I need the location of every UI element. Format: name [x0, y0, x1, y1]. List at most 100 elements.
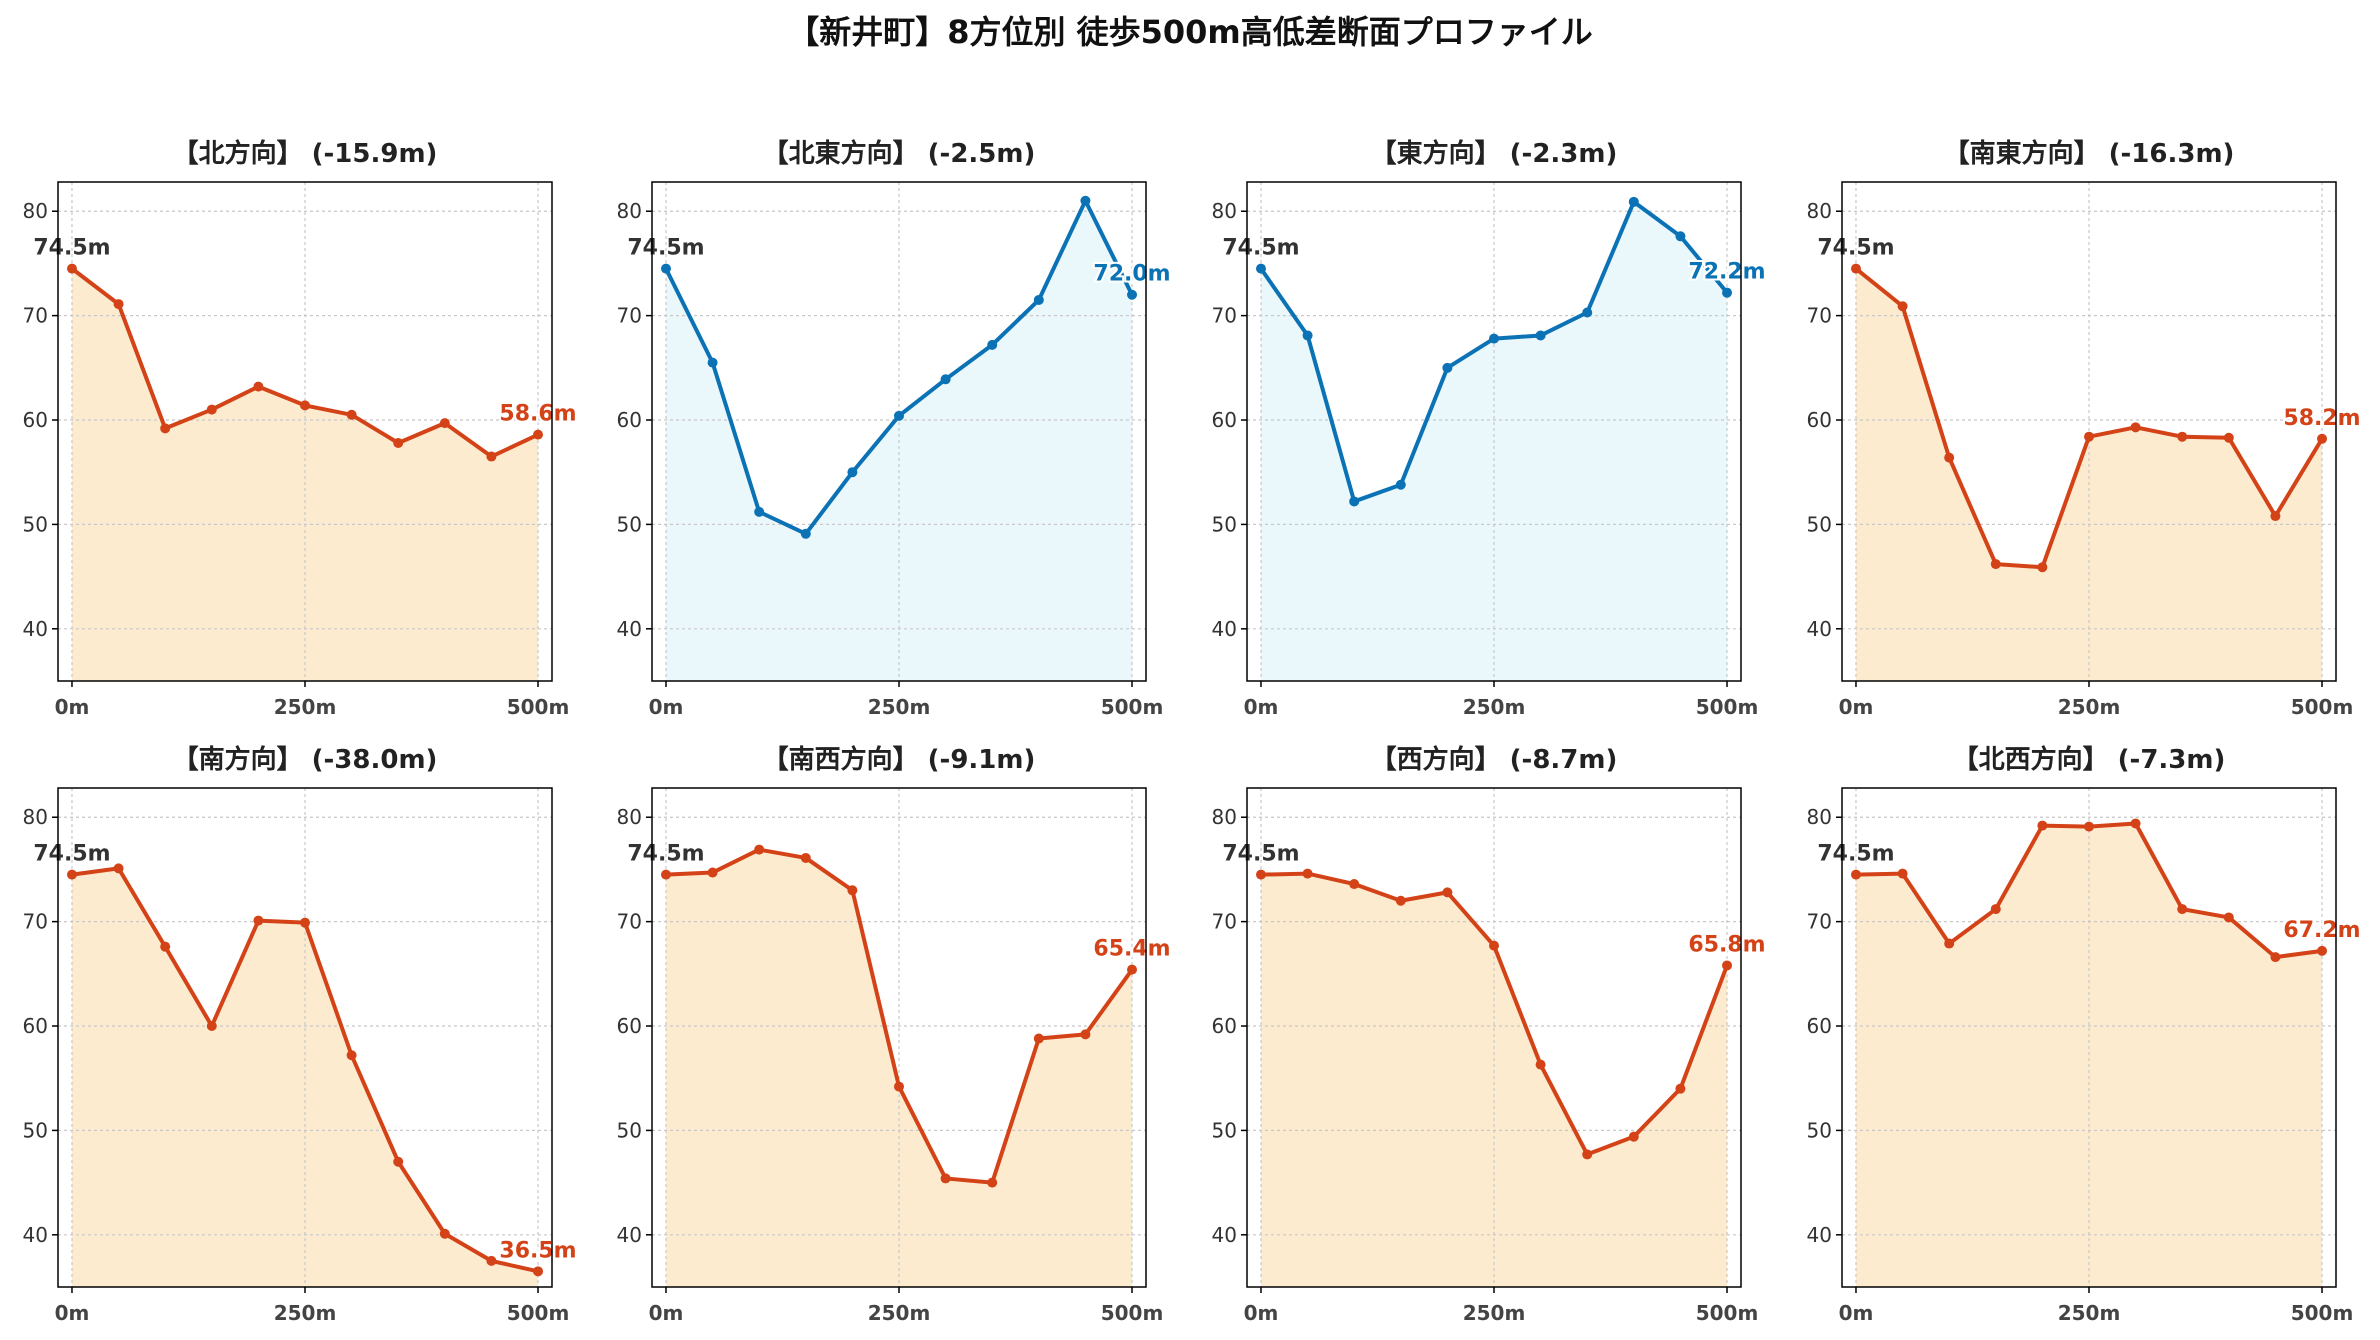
profile-point [2270, 952, 2281, 963]
panel-frame [651, 787, 1147, 1288]
profile-point [1675, 231, 1686, 242]
profile-point [300, 400, 310, 411]
y-tick-label: 50 [617, 512, 642, 536]
profile-point [533, 1266, 544, 1277]
profile-point [113, 863, 124, 874]
profile-point [987, 339, 998, 350]
y-tick-label: 40 [617, 617, 642, 641]
profile-point [1127, 964, 1138, 975]
profile-panel: 【西方向】 (-8.7m) 40 50 60 70 80 0m 250m 500m 74.5m 65… [1212, 744, 1768, 1325]
profile-point [940, 374, 951, 385]
y-tick-label: 80 [23, 805, 48, 829]
profile-point [1850, 869, 1861, 880]
x-tick-label: 250m [274, 695, 337, 719]
profile-point [707, 357, 718, 368]
profile-panel: 【南西方向】 (-9.1m) 40 50 60 70 80 0m 250m 500m 74.5m 6… [617, 744, 1173, 1325]
profile-point [253, 381, 264, 392]
y-tick-label: 50 [1807, 512, 1832, 536]
y-tick-label: 50 [1212, 512, 1237, 536]
x-tick-label: 500m [507, 695, 570, 719]
start-elevation-label: 74.5m [33, 236, 110, 261]
profile-point [66, 869, 77, 880]
y-tick-label: 50 [617, 1118, 642, 1142]
profile-point [1944, 452, 1955, 463]
profile-point [66, 263, 77, 274]
profile-point [300, 917, 310, 928]
profile-point [160, 423, 171, 434]
profile-point [1255, 263, 1266, 274]
y-tick-label: 50 [23, 1118, 48, 1142]
profile-point [754, 506, 765, 517]
panel-title: 【北東方向】 (-2.5m) [763, 138, 1036, 169]
profile-point [1535, 1059, 1546, 1070]
panel-frame [57, 181, 553, 682]
end-elevation-label: 72.0m [1093, 262, 1170, 287]
x-tick-label: 250m [1463, 695, 1526, 719]
y-tick-label: 80 [617, 199, 642, 223]
profile-point [2177, 431, 2188, 442]
y-tick-label: 70 [1212, 910, 1237, 934]
profile-point [1442, 362, 1453, 373]
profile-point [894, 1081, 904, 1092]
profile-point [2130, 422, 2141, 433]
profile-point [940, 1173, 951, 1184]
y-tick-label: 80 [1807, 199, 1832, 223]
profile-point [707, 867, 718, 878]
y-tick-label: 60 [23, 1014, 48, 1038]
x-tick-label: 0m [649, 695, 684, 719]
profile-area [1855, 268, 2323, 681]
profile-point [1080, 195, 1091, 206]
panel-title: 【南東方向】 (-16.3m) [1944, 138, 2235, 169]
profile-area [665, 849, 1133, 1287]
profile-point [1722, 960, 1733, 971]
profile-point [1722, 287, 1733, 298]
profile-point [1302, 330, 1313, 341]
panel-frame [1841, 181, 2337, 682]
profile-point [1395, 895, 1406, 906]
profile-point [1628, 196, 1639, 207]
profile-point [1349, 496, 1360, 507]
profile-point [1349, 879, 1360, 890]
end-elevation-label: 65.4m [1093, 937, 1170, 962]
profile-area [1855, 823, 2323, 1287]
y-tick-label: 60 [1212, 1014, 1237, 1038]
y-tick-label: 40 [617, 1223, 642, 1247]
profile-point [1080, 1029, 1091, 1040]
profile-point [253, 915, 264, 926]
x-tick-label: 500m [2291, 695, 2354, 719]
y-tick-label: 80 [1212, 199, 1237, 223]
profile-point [206, 404, 217, 415]
panel-frame [1246, 181, 1742, 682]
y-tick-label: 70 [617, 304, 642, 328]
y-tick-label: 50 [1212, 1118, 1237, 1142]
profile-point [2223, 432, 2234, 443]
y-tick-label: 70 [1807, 304, 1832, 328]
profile-point [1442, 887, 1453, 898]
y-tick-label: 60 [1807, 408, 1832, 432]
end-elevation-label: 58.6m [499, 402, 576, 427]
x-tick-label: 500m [1696, 695, 1759, 719]
end-elevation-label: 72.2m [1688, 260, 1765, 285]
y-tick-label: 50 [1807, 1118, 1832, 1142]
y-tick-label: 70 [1212, 304, 1237, 328]
profile-point [2223, 912, 2234, 923]
start-elevation-label: 74.5m [33, 842, 110, 867]
profile-panel: 【南東方向】 (-16.3m) 40 50 60 70 80 0m 250m 500m 74.5m… [1807, 138, 2363, 719]
y-tick-label: 60 [23, 408, 48, 432]
profile-point [2317, 433, 2328, 444]
profile-point [1489, 940, 1499, 951]
panel-frame [1841, 787, 2337, 1288]
profile-point [1990, 904, 2001, 915]
profile-panel: 【北方向】 (-15.9m) 40 50 60 70 80 0m 250m 500m 74.5m 5… [23, 138, 579, 719]
x-tick-label: 0m [1244, 695, 1279, 719]
x-tick-label: 0m [649, 1301, 684, 1325]
start-elevation-label: 74.5m [1222, 236, 1299, 261]
x-tick-label: 0m [1839, 1301, 1874, 1325]
profile-point [1395, 479, 1406, 490]
profile-point [1628, 1131, 1639, 1142]
profile-point [987, 1177, 998, 1188]
x-tick-label: 0m [1244, 1301, 1279, 1325]
profile-point [486, 451, 497, 462]
profile-point [1582, 307, 1593, 318]
